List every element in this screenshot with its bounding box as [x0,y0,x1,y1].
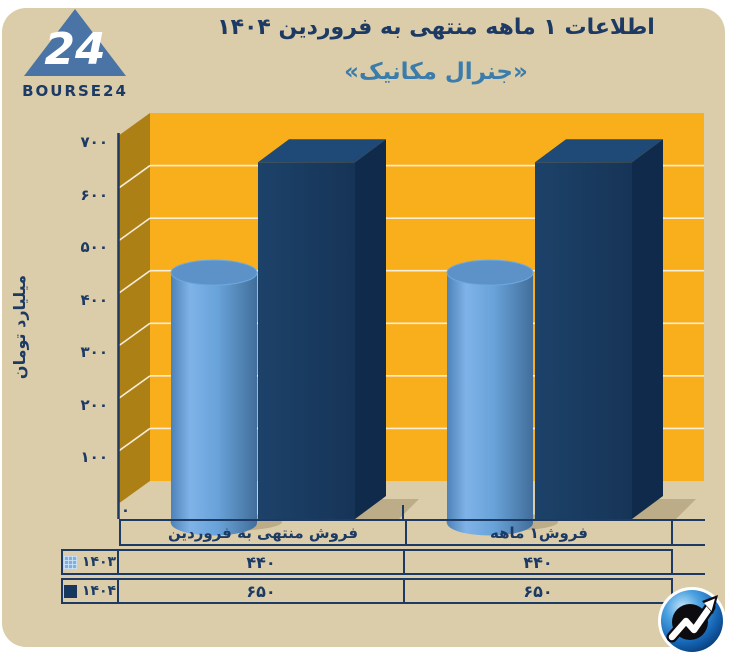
bourse24-brand-text: BOURSE24 [22,82,128,100]
bourse24-logo-numeral: 24 [44,24,105,75]
bourse24-triangle-icon: 24 [24,9,126,76]
legend-year-1404: ۱۴۰۴ [81,583,117,599]
trend-arrow-logo [655,584,729,662]
y-tick-label: ۰ [120,501,130,519]
trend-arrow-icon [658,587,726,655]
y-axis-title: میلیارد تومان [10,274,29,380]
legend-marker-1404 [63,584,77,598]
y-tick-label: ۳۰۰ [80,343,108,362]
table-border-extension [671,519,705,521]
legend-marker-1403 [63,555,77,569]
value-1404-farvardin: ۶۵۰ [119,580,405,602]
category-header-1month: فروش۱ ماهه [490,523,588,542]
y-tick-label: ۶۰۰ [80,185,108,204]
value-1403-farvardin: ۴۴۰ [119,551,405,573]
y-tick-label: ۵۰۰ [80,238,108,257]
legend-cell-1404: ۱۴۰۴ [63,580,119,602]
chart-title: اطلاعات ۱ ماهه منتهی به فروردین ۱۴۰۴ [217,15,655,40]
legend-year-1403: ۱۴۰۳ [81,554,117,570]
table-border-extension [671,544,705,546]
value-1403-1month: ۴۴۰ [523,552,553,572]
table-border-extension [671,573,705,575]
y-tick-label: ۲۰۰ [80,395,108,414]
bourse24-logo: 24 BOURSE24 [22,6,128,106]
table-row-1403: ۱۴۰۳ ۴۴۰ ۴۴۰ [61,549,673,575]
legend-cell-1403: ۱۴۰۳ [63,551,119,573]
y-tick-label: ۷۰۰ [80,133,108,151]
table-row-1404: ۱۴۰۴ ۶۵۰ ۶۵۰ [61,578,673,604]
category-separator-tick [402,505,404,521]
category-header-row: فروش منتهی به فروردین فروش۱ ماهه [119,519,673,546]
chart-subtitle: «جنرال مکانیک» [344,59,528,85]
y-tick-label: ۴۰۰ [80,290,108,309]
category-header-farvardin: فروش منتهی به فروردین [121,521,407,544]
y-tick-label: ۱۰۰ [80,448,108,467]
value-1404-1month: ۶۵۰ [523,581,553,601]
